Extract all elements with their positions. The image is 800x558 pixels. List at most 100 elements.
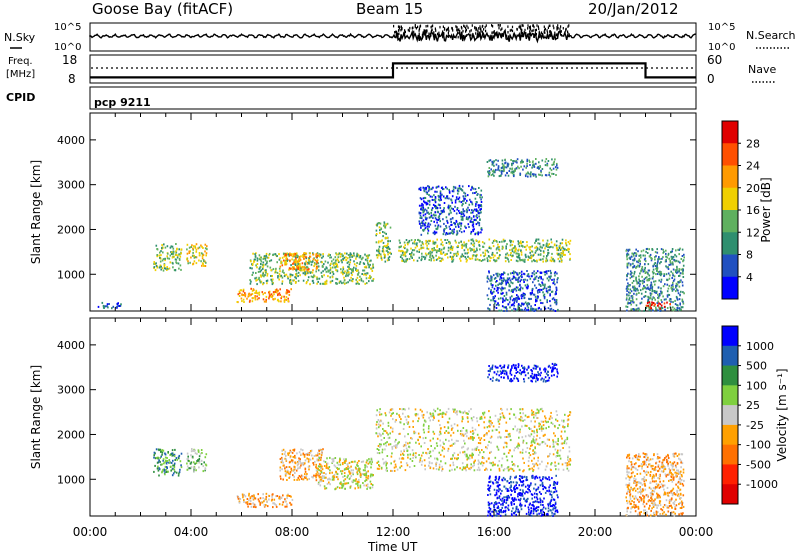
data-cell	[426, 245, 428, 247]
nsearch-dot	[536, 29, 537, 32]
data-cell	[461, 447, 463, 449]
data-cell	[426, 187, 428, 189]
data-cell	[534, 304, 536, 306]
data-cell	[368, 266, 370, 268]
data-cell	[536, 260, 538, 262]
data-cell	[443, 231, 445, 233]
data-cell	[111, 307, 113, 309]
data-cell	[544, 415, 546, 417]
data-cell	[673, 256, 675, 258]
data-cell	[557, 277, 559, 279]
station-title: Goose Bay (fitACF)	[92, 0, 233, 18]
data-cell	[667, 284, 669, 286]
data-cell	[192, 255, 194, 257]
data-cell	[187, 244, 189, 246]
data-cell	[199, 254, 201, 256]
colorbar-swatch	[722, 143, 738, 166]
data-cell	[565, 462, 567, 464]
nsearch-dot	[532, 24, 533, 27]
data-cell	[428, 428, 430, 430]
data-cell	[437, 408, 439, 410]
data-cell	[521, 309, 523, 311]
data-cell	[351, 469, 353, 471]
data-cell	[181, 453, 183, 455]
data-cell	[683, 254, 685, 256]
data-cell	[668, 253, 670, 255]
data-cell	[538, 423, 540, 425]
data-cell	[295, 253, 297, 255]
data-cell	[675, 260, 677, 262]
data-cell	[194, 260, 196, 262]
data-cell	[672, 301, 674, 303]
data-cell	[665, 253, 667, 255]
data-cell	[191, 448, 193, 450]
data-cell	[412, 449, 414, 451]
data-cell	[159, 257, 161, 259]
data-cell	[283, 465, 285, 467]
data-cell	[356, 464, 358, 466]
data-cell	[654, 304, 656, 306]
data-cell	[477, 222, 479, 224]
data-cell	[342, 485, 344, 487]
data-cell	[399, 246, 401, 248]
data-cell	[247, 501, 249, 503]
data-cell	[526, 425, 528, 427]
data-cell	[667, 307, 669, 309]
data-cell	[187, 465, 189, 467]
nsearch-dot	[506, 35, 507, 38]
data-cell	[198, 466, 200, 468]
data-cell	[257, 292, 259, 294]
data-cell	[486, 460, 488, 462]
data-cell	[449, 226, 451, 228]
nsky-tick-top: 10^5	[54, 22, 81, 33]
data-cell	[559, 455, 561, 457]
data-cell	[361, 257, 363, 259]
data-cell	[156, 457, 158, 459]
data-cell	[546, 270, 548, 272]
data-cell	[385, 261, 387, 263]
data-cell	[347, 275, 349, 277]
data-cell	[352, 280, 354, 282]
data-cell	[494, 288, 496, 290]
data-cell	[647, 305, 649, 307]
nsearch-dot	[419, 36, 420, 39]
data-cell	[355, 279, 357, 281]
data-cell	[561, 252, 563, 254]
data-cell	[267, 280, 269, 282]
data-cell	[437, 219, 439, 221]
nsearch-dot	[398, 29, 399, 32]
data-cell	[525, 415, 527, 417]
data-cell	[435, 225, 437, 227]
data-cell	[479, 439, 481, 441]
data-cell	[428, 465, 430, 467]
data-cell	[530, 246, 532, 248]
data-cell	[419, 223, 421, 225]
data-cell	[313, 274, 315, 276]
data-cell	[451, 458, 453, 460]
nsearch-dot	[448, 35, 449, 38]
data-cell	[658, 280, 660, 282]
data-cell	[629, 285, 631, 287]
data-cell	[473, 210, 475, 212]
data-cell	[446, 253, 448, 255]
data-cell	[289, 260, 291, 262]
data-cell	[630, 274, 632, 276]
data-cell	[522, 452, 524, 454]
data-cell	[551, 241, 553, 243]
data-cell	[629, 257, 631, 259]
data-cell	[260, 497, 262, 499]
data-cell	[490, 451, 492, 453]
data-cell	[281, 283, 283, 285]
data-cell	[336, 283, 338, 285]
data-cell	[272, 254, 274, 256]
data-cell	[349, 268, 351, 270]
data-cell	[489, 280, 491, 282]
data-cell	[166, 466, 168, 468]
data-cell	[299, 260, 301, 262]
data-cell	[311, 276, 313, 278]
data-cell	[285, 455, 287, 457]
freq-panel: Freq. [MHz] 18 8 60 0 Nave	[6, 53, 776, 86]
data-cell	[287, 300, 289, 302]
data-cell	[262, 291, 264, 293]
data-cell	[448, 408, 450, 410]
